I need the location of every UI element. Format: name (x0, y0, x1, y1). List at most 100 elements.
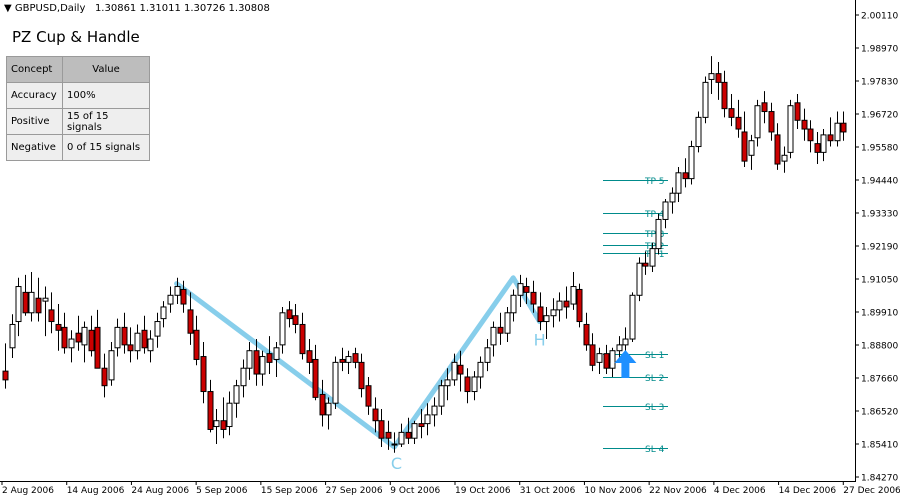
price-tick-label: 1.87660 (861, 375, 898, 385)
candle-body (550, 309, 557, 317)
candle (431, 397, 438, 427)
candle (233, 379, 240, 418)
candle (715, 61, 722, 100)
candle-body (411, 423, 418, 439)
candle (108, 341, 115, 386)
candle-body (471, 376, 478, 393)
candle-body (28, 291, 35, 314)
candle (134, 324, 141, 360)
price-tick-label: 1.86520 (861, 408, 898, 418)
candle-body (444, 379, 451, 387)
table-row: Positive 15 of 15 signals (6, 108, 150, 135)
candle (471, 371, 478, 401)
candle (345, 350, 352, 375)
price-tick-label: 1.93330 (861, 210, 898, 220)
candle (372, 397, 379, 433)
candle-body (398, 431, 405, 445)
candle (418, 409, 425, 439)
candle (154, 312, 161, 348)
candle (662, 199, 669, 229)
time-tick-label: 14 Aug 2006 (67, 486, 125, 496)
time-tick-label: 5 Sep 2006 (196, 486, 248, 496)
candle (669, 187, 676, 214)
candle-body (583, 323, 590, 346)
candle (537, 292, 544, 331)
candle-body (75, 332, 82, 343)
candle-body (332, 361, 339, 404)
level-label: SL 1 (645, 351, 664, 361)
candle-body (61, 326, 68, 349)
levels-layer: TP 5TP 4TP 3TP 2TP 1SL 1SL 2SL 3SL 4 (603, 177, 668, 455)
candle-body (273, 347, 280, 360)
candle (497, 312, 504, 345)
candle-body (121, 326, 128, 346)
candle (517, 274, 524, 307)
candle-body (306, 350, 313, 363)
candle (141, 315, 148, 354)
table-row: Negative 0 of 15 signals (6, 134, 150, 161)
candle-body (240, 367, 247, 387)
candle-body (787, 105, 794, 153)
candle-body (101, 367, 108, 387)
candle-body (2, 370, 9, 381)
candle-body (636, 262, 643, 296)
candle-body (385, 431, 392, 439)
time-tick-label: 19 Oct 2006 (455, 486, 511, 496)
candle (688, 140, 695, 185)
price-tick-label: 1.85410 (861, 441, 898, 451)
candle-body (81, 326, 88, 346)
candle-body (794, 102, 801, 121)
candle-body (523, 286, 530, 293)
candle (741, 111, 748, 167)
stats-table: Concept Value Accuracy 100% Positive 15 … (6, 56, 150, 161)
candle-body (715, 73, 722, 83)
candle (563, 286, 570, 319)
candle (444, 368, 451, 401)
value-header: Value (62, 56, 150, 83)
concept-cell: Negative (6, 134, 63, 161)
candle-body (543, 315, 550, 323)
candle (174, 277, 181, 305)
candle (655, 213, 662, 255)
candle (22, 274, 29, 316)
time-tick-label: 14 Dec 2006 (779, 486, 837, 496)
header-dropdown-icon[interactable]: ▼ (4, 3, 12, 14)
stats-header-row: Concept Value (6, 56, 150, 83)
candle-body (9, 323, 16, 349)
candle (649, 242, 656, 272)
candle-body (556, 300, 563, 311)
candle (510, 289, 517, 322)
candle-body (741, 131, 748, 162)
panel-title: PZ Cup & Handle (12, 28, 140, 46)
candle-body (253, 350, 260, 375)
time-tick-label: 10 Nov 2006 (584, 486, 642, 496)
time-tick-label: 15 Sep 2006 (261, 486, 318, 496)
candle-body (589, 344, 596, 366)
candle-body (246, 350, 253, 369)
candle (622, 327, 629, 354)
candle-body (504, 312, 511, 334)
candle (411, 420, 418, 445)
candle (9, 314, 16, 358)
candle (702, 76, 709, 124)
candle-body (781, 154, 788, 162)
candle-body (827, 134, 834, 142)
candle (550, 298, 557, 328)
candle-body (768, 111, 775, 133)
candle-body (200, 356, 207, 393)
candle-body (325, 402, 332, 416)
candle (794, 94, 801, 130)
candle (543, 306, 550, 340)
candle-body (424, 414, 431, 425)
candle-body (108, 350, 115, 381)
price-tick-label: 1.88800 (861, 342, 898, 352)
price-tick-label: 1.89910 (861, 309, 898, 319)
candle (682, 158, 689, 188)
candle-body (418, 423, 425, 428)
candle-body (530, 291, 537, 305)
signal-arrow-shape (614, 349, 637, 378)
candle (207, 379, 214, 433)
price-tick-label: 1.84270 (861, 474, 898, 484)
candle-body (675, 172, 682, 194)
candle-body (154, 321, 161, 337)
